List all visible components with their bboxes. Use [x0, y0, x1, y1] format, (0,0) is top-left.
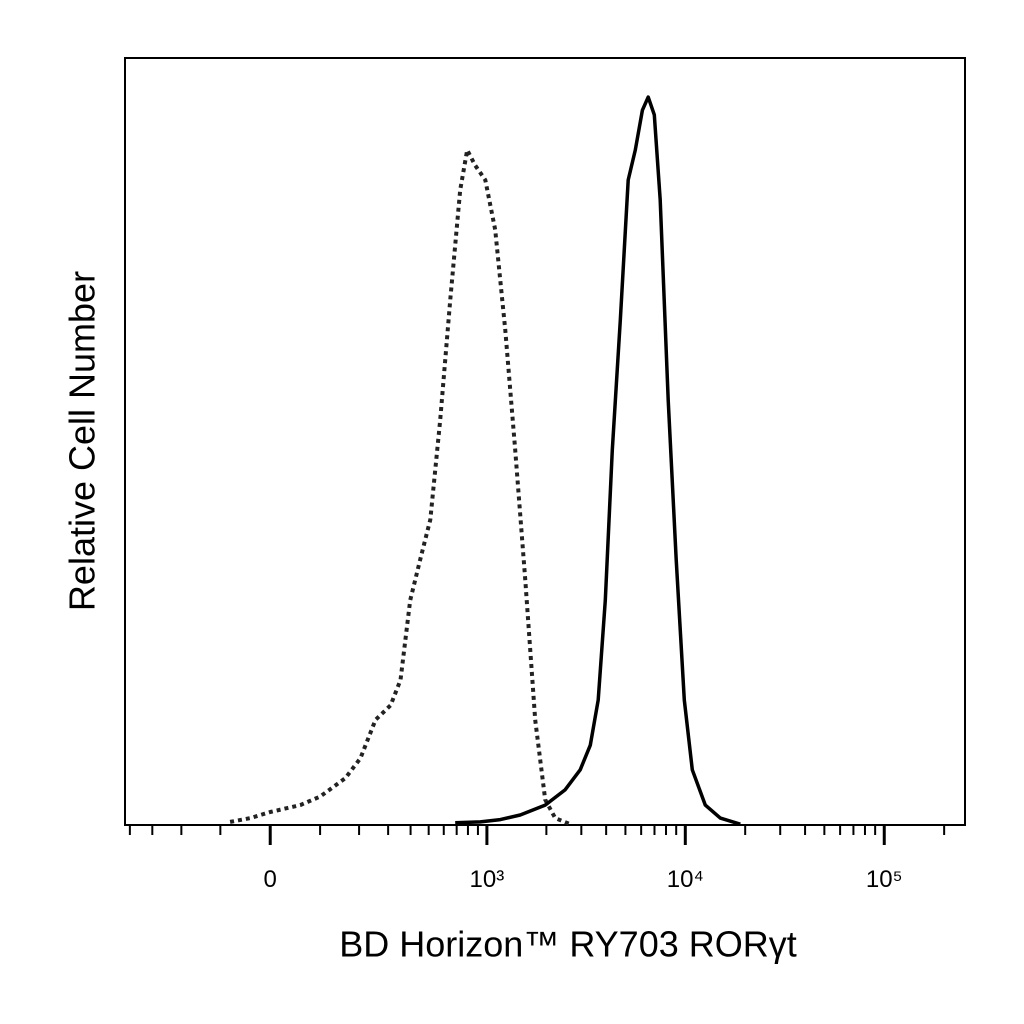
x-tick-label: 10³ [470, 866, 505, 893]
control-histogram [229, 148, 572, 827]
x-tick-label: 10⁵ [866, 866, 903, 893]
y-axis-label: Relative Cell Number [62, 271, 103, 611]
x-axis-label: BD Horizon™ RY703 RORγt [339, 924, 797, 965]
x-tick-label: 0 [264, 866, 277, 893]
x-tick-label: 10⁴ [667, 866, 704, 893]
stained-histogram [455, 95, 741, 826]
plot-frame [124, 57, 966, 826]
